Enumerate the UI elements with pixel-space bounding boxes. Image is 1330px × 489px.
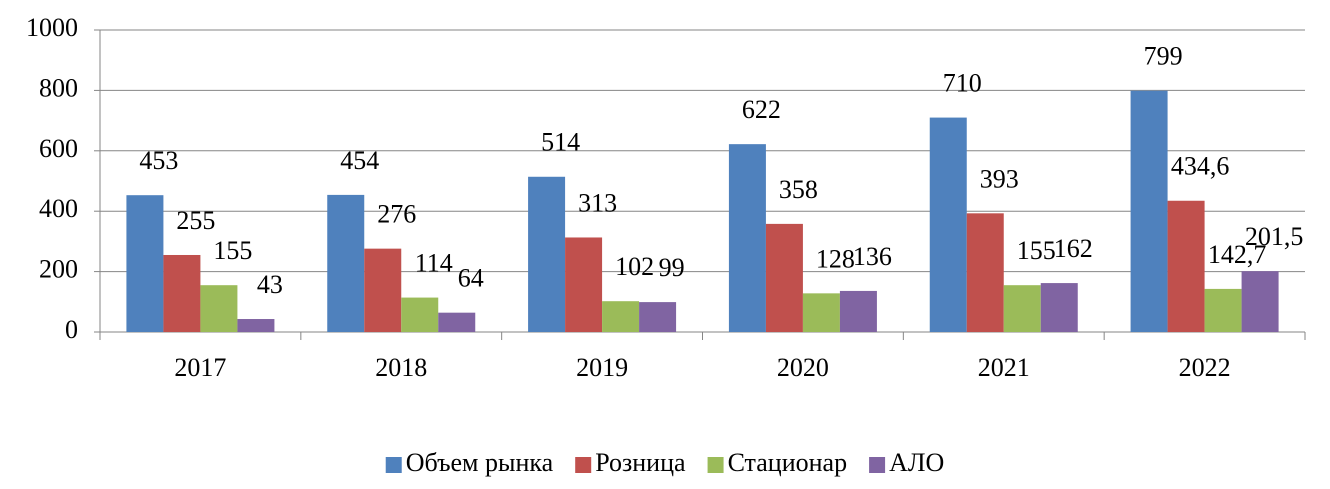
y-tick-label: 800 <box>39 73 78 102</box>
y-tick-label: 1000 <box>26 13 78 42</box>
x-tick-label: 2020 <box>777 353 829 382</box>
bar <box>765 223 803 332</box>
y-tick-label: 0 <box>65 315 78 344</box>
legend-label: АЛО <box>889 448 944 477</box>
x-tick-label: 2021 <box>978 353 1030 382</box>
data-label: 454 <box>340 146 379 175</box>
data-label: 276 <box>377 200 416 229</box>
bar <box>565 237 603 332</box>
y-tick-label: 600 <box>39 134 78 163</box>
bar <box>929 117 967 332</box>
legend-swatch <box>575 457 592 473</box>
bar <box>602 301 640 332</box>
data-label: 128 <box>816 244 855 273</box>
bar <box>438 312 476 332</box>
data-label: 358 <box>779 175 818 204</box>
legend-label: Стационар <box>728 448 848 477</box>
data-label: 622 <box>742 95 781 124</box>
legend-label: Розница <box>595 448 686 477</box>
bar <box>364 248 402 332</box>
data-label: 142,7 <box>1208 240 1267 269</box>
bar <box>126 195 164 332</box>
data-label: 99 <box>659 253 685 282</box>
x-tick-label: 2018 <box>375 353 427 382</box>
bar <box>839 290 877 332</box>
data-label: 102 <box>615 252 654 281</box>
bar <box>1204 288 1242 332</box>
legend-swatch <box>869 457 886 473</box>
data-label: 114 <box>415 249 453 278</box>
bar <box>1040 283 1078 332</box>
bar <box>237 319 275 332</box>
data-label: 799 <box>1144 42 1183 71</box>
legend-swatch <box>385 457 402 473</box>
data-label: 710 <box>943 69 982 98</box>
legend-swatch <box>707 457 724 473</box>
x-tick-label: 2022 <box>1179 353 1231 382</box>
bar <box>802 293 840 332</box>
bar <box>1130 90 1168 333</box>
bar <box>1003 285 1041 332</box>
data-label: 43 <box>257 270 283 299</box>
data-label: 201,5 <box>1245 222 1304 251</box>
data-label: 514 <box>541 128 580 157</box>
data-label: 155 <box>213 236 252 265</box>
bar <box>966 213 1004 332</box>
bar <box>639 302 677 332</box>
data-label: 155 <box>1017 236 1056 265</box>
data-label: 434,6 <box>1171 152 1230 181</box>
legend-label: Объем рынка <box>406 448 554 477</box>
data-label: 64 <box>458 264 484 293</box>
x-tick-label: 2017 <box>174 353 226 382</box>
bar <box>1167 200 1205 332</box>
bar <box>528 176 566 332</box>
x-tick-label: 2019 <box>576 353 628 382</box>
bar <box>163 254 201 332</box>
data-label: 255 <box>176 206 215 235</box>
data-label: 136 <box>853 242 892 271</box>
data-label: 162 <box>1054 234 1093 263</box>
data-label: 313 <box>578 188 617 217</box>
bar <box>200 285 238 332</box>
data-label: 393 <box>980 164 1019 193</box>
bar <box>1241 271 1279 332</box>
bar <box>327 194 365 332</box>
bar <box>401 297 439 332</box>
y-tick-label: 200 <box>39 255 78 284</box>
data-label: 453 <box>139 146 178 175</box>
y-tick-label: 400 <box>39 194 78 223</box>
bar <box>728 144 766 332</box>
